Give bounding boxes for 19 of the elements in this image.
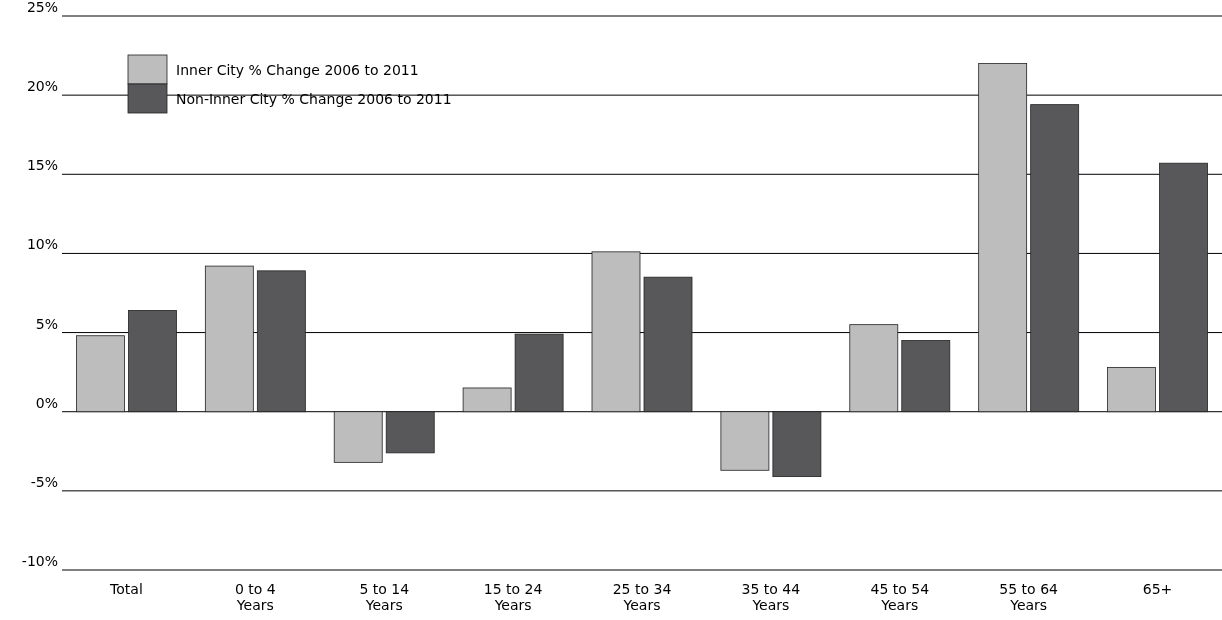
x-tick-label: 15 to 24 Years: [483, 581, 543, 613]
x-tick-label: 35 to 44 Years: [741, 581, 801, 613]
y-tick-label: 10%: [26, 236, 58, 253]
y-tick-label: 20%: [26, 78, 58, 95]
y-tick-label: -5%: [30, 473, 58, 490]
x-tick-label: 5 to 14 Years: [359, 581, 410, 613]
y-tick-label: 5%: [35, 315, 58, 332]
legend-label: Non-Inner City % Change 2006 to 2011: [176, 91, 452, 107]
x-tick-label: 25 to 34 Years: [612, 581, 672, 613]
x-tick-label: 0 to 4 Years: [234, 581, 276, 613]
y-tick-label: -10%: [21, 553, 58, 569]
y-tick-label: 25%: [26, 0, 58, 15]
y-tick-label: 0%: [35, 394, 58, 411]
x-tick-label: 65+: [1142, 581, 1173, 597]
x-tick-label: 45 to 54 Years: [870, 581, 930, 613]
legend-label: Inner City % Change 2006 to 2011: [176, 62, 419, 78]
x-tick-label: 55 to 64 Years: [999, 581, 1059, 613]
y-tick-label: 15%: [26, 157, 58, 174]
x-tick-label: Total: [109, 581, 143, 597]
